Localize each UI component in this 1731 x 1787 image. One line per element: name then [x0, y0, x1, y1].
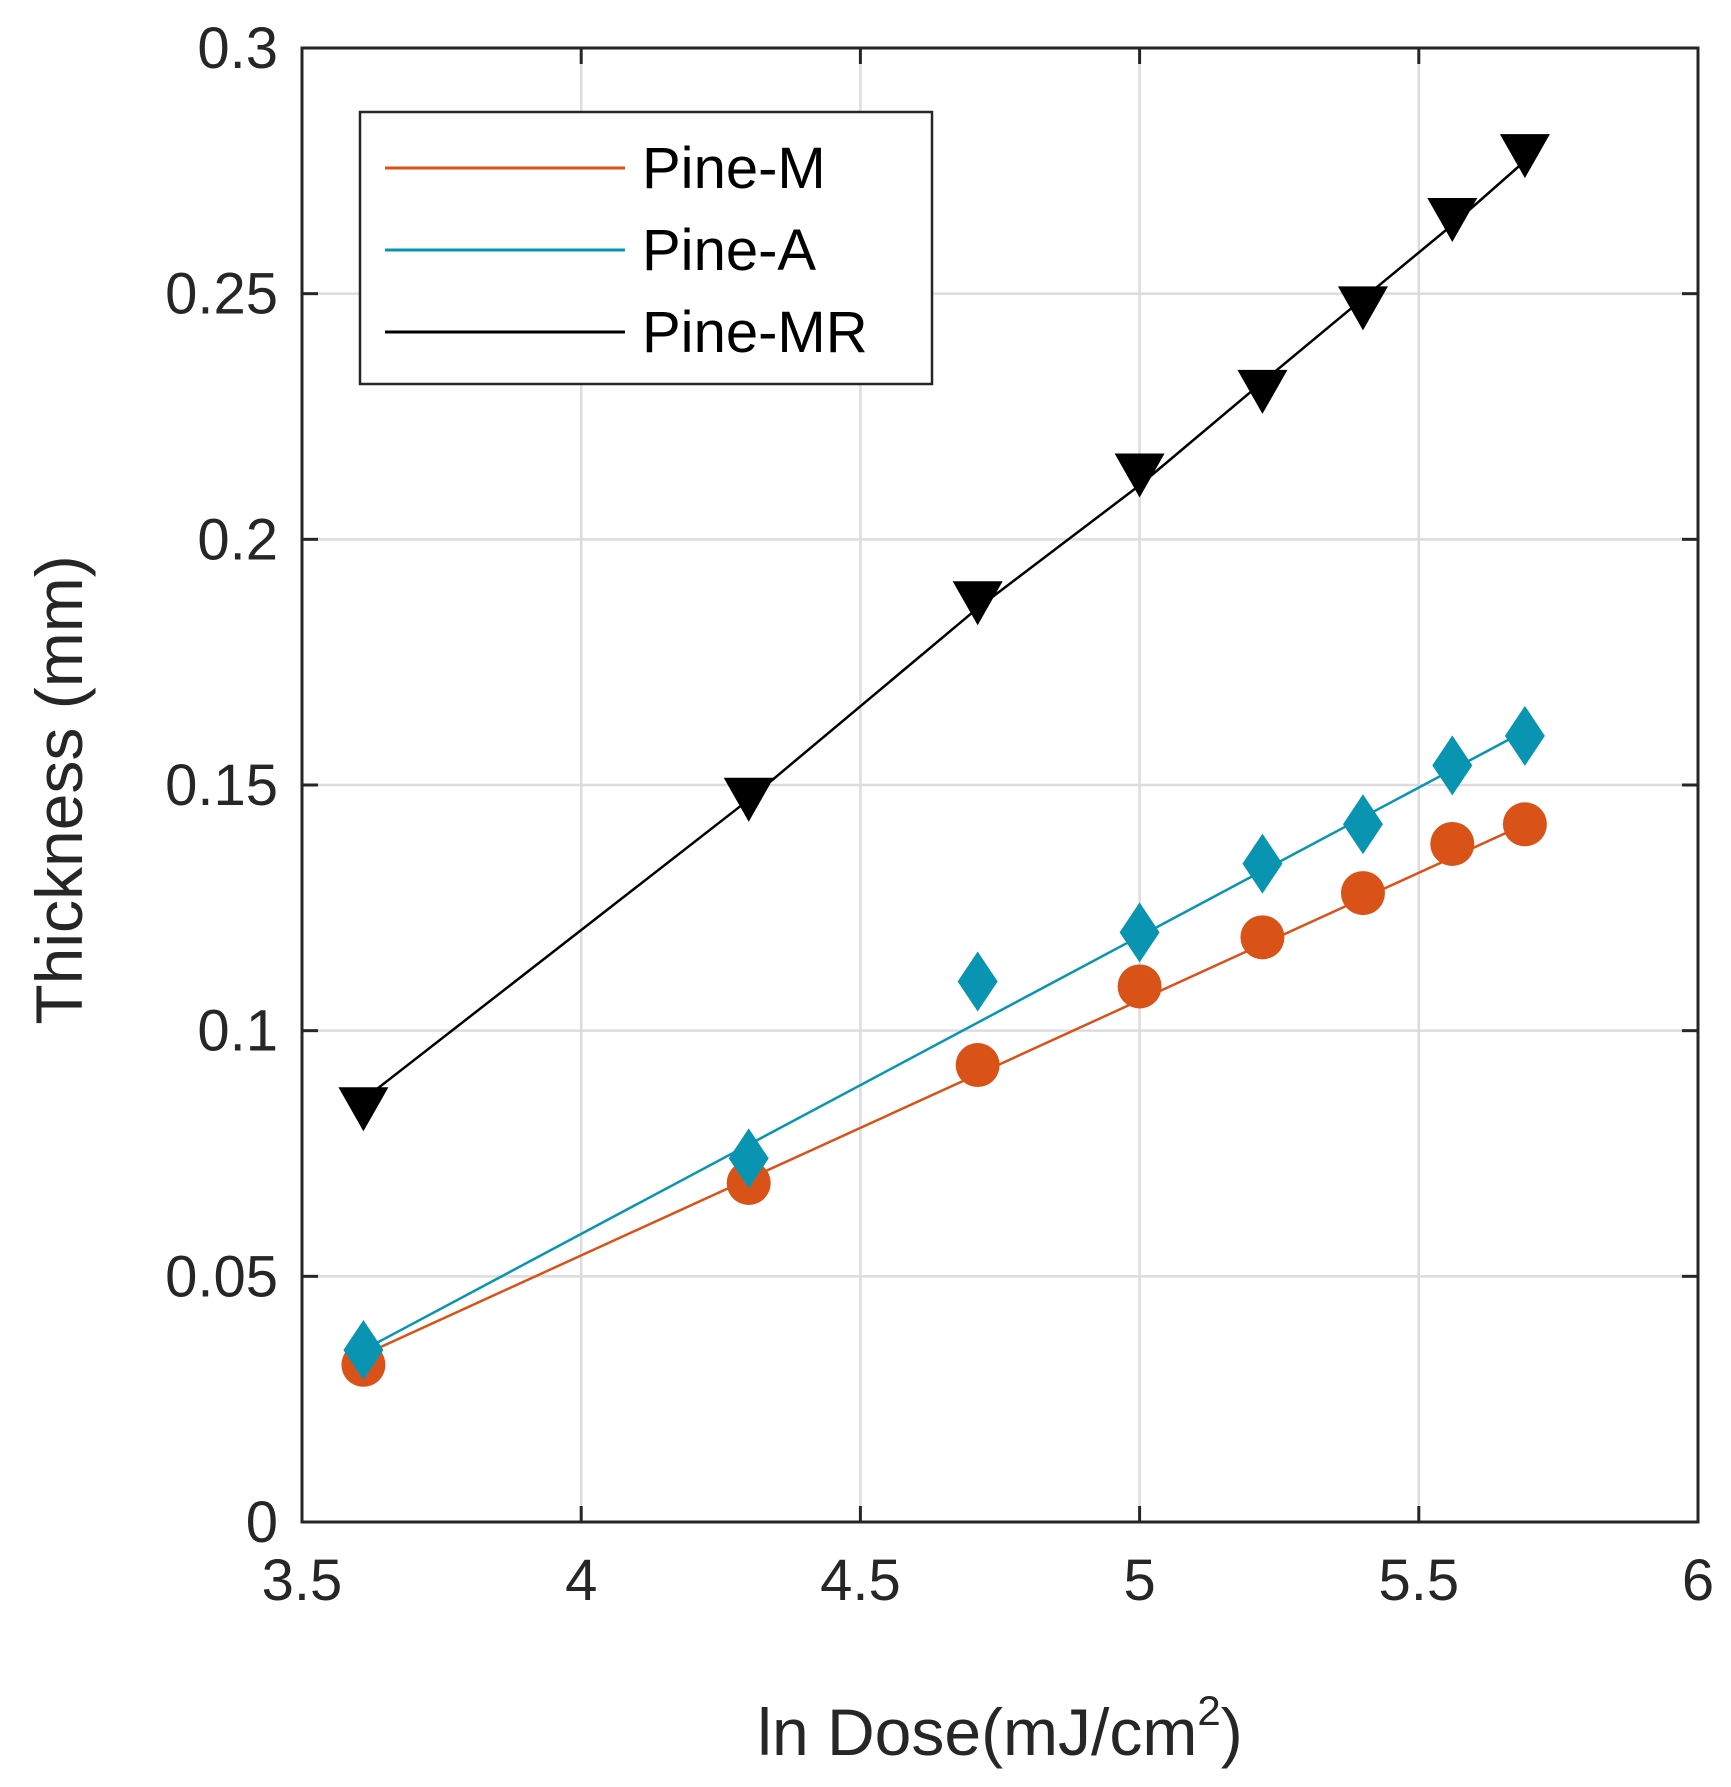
y-tick-label: 0.1: [197, 999, 278, 1064]
data-point-pine-a: [728, 1128, 769, 1189]
data-point-pine-a: [957, 951, 998, 1012]
y-tick-label: 0.25: [165, 262, 278, 327]
legend-label-pine-mr: Pine-MR: [642, 300, 868, 365]
data-point-pine-a: [1342, 794, 1383, 855]
y-tick-label: 0.15: [165, 753, 278, 818]
x-tick-label: 5.5: [1378, 1548, 1459, 1613]
data-point-pine-mr: [1427, 197, 1478, 242]
data-point-pine-a: [1432, 735, 1473, 796]
series-pine-a-markers: [343, 705, 1545, 1381]
data-point-pine-mr: [338, 1087, 389, 1132]
fit-line-pine-a: [362, 729, 1526, 1352]
data-point-pine-mr: [723, 777, 774, 822]
data-markers: [338, 134, 1550, 1387]
data-point-pine-mr: [952, 581, 1003, 626]
data-point-pine-m: [1430, 821, 1475, 866]
x-axis-label-superscript: 2: [1197, 1687, 1220, 1734]
data-point-pine-m: [1117, 964, 1162, 1009]
x-tick-label: 4: [565, 1548, 597, 1613]
data-point-pine-mr: [1499, 134, 1550, 179]
data-point-pine-mr: [1114, 453, 1165, 498]
y-tick-label: 0: [246, 1490, 278, 1555]
legend-label-pine-m: Pine-M: [642, 136, 826, 201]
data-point-pine-m: [1240, 915, 1285, 960]
series-pine-mr-markers: [338, 134, 1550, 1132]
data-point-pine-a: [1504, 705, 1545, 766]
data-point-pine-mr: [1237, 369, 1288, 414]
data-point-pine-a: [1242, 833, 1283, 894]
x-tick-label: 4.5: [820, 1548, 901, 1613]
y-tick-label: 0.3: [197, 16, 278, 81]
x-tick-label: 3.5: [262, 1548, 343, 1613]
x-tick-label: 5: [1123, 1548, 1155, 1613]
data-point-pine-m: [1340, 871, 1385, 916]
x-tick-label: 6: [1682, 1548, 1714, 1613]
legend-box: [358, 110, 934, 386]
x-axis-label-end: ): [1221, 1695, 1243, 1769]
plot-area-frame: [300, 46, 1700, 1524]
data-point-pine-mr: [1337, 286, 1388, 331]
legend: Pine-M Pine-A Pine-MR: [358, 110, 934, 386]
y-axis-label: Thickness (mm): [22, 555, 96, 1024]
data-point-pine-a: [1119, 902, 1160, 963]
data-point-pine-m: [955, 1043, 1000, 1088]
x-axis-label-main: ln Dose(mJ/cm: [757, 1695, 1197, 1769]
tick-labels: 3.5 4 4.5 5 5.5 6 0 0.05 0.1 0.15 0.2 0.25 0.3: [165, 16, 1714, 1613]
y-tick-label: 0.05: [165, 1244, 278, 1309]
fit-line-pine-mr: [362, 160, 1526, 1101]
legend-label-pine-a: Pine-A: [642, 218, 816, 283]
x-axis-label: ln Dose(mJ/cm2): [757, 1687, 1242, 1769]
fit-lines: [362, 160, 1526, 1357]
y-tick-label: 0.2: [197, 507, 278, 572]
data-point-pine-a: [343, 1320, 384, 1381]
fit-line-pine-m: [362, 823, 1526, 1357]
data-point-pine-m: [1502, 802, 1547, 847]
